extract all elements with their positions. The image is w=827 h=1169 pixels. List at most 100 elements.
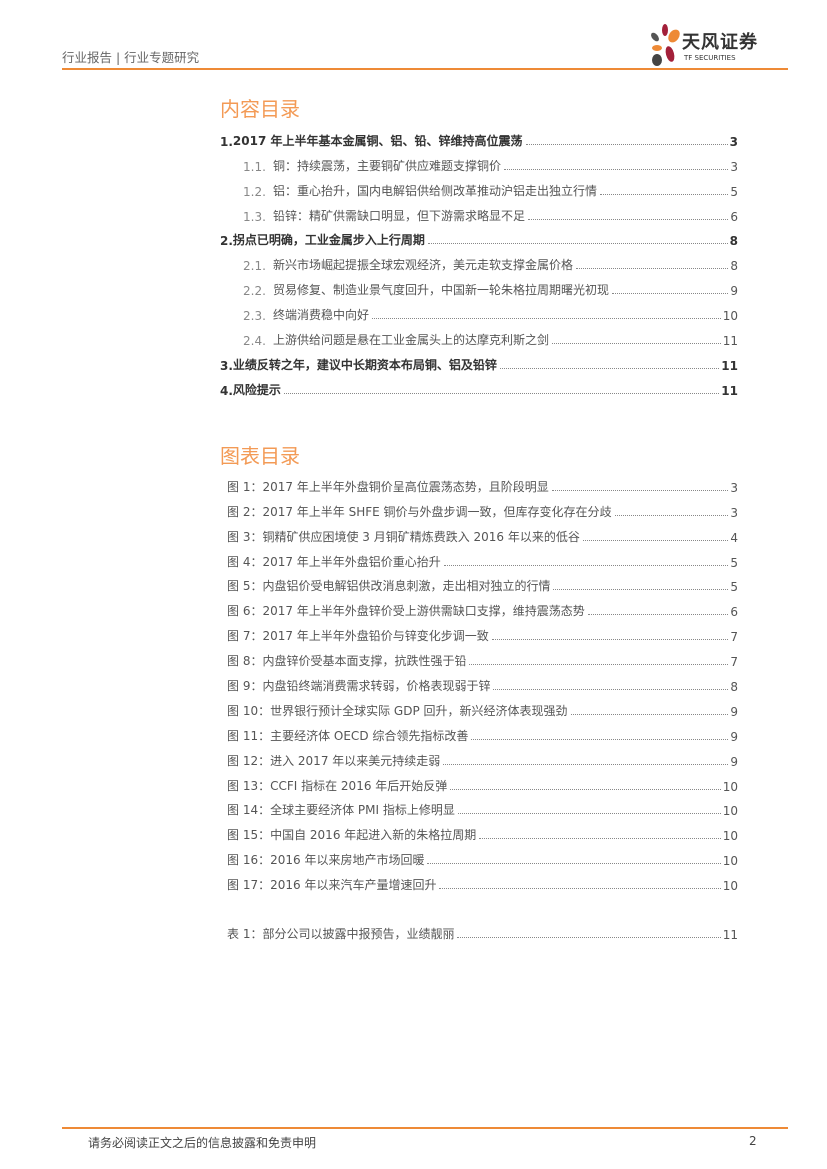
toc-page: 3 [730,159,738,174]
toc-text: 铜：持续震荡，主要铜矿供应难题支撑铜价 [273,158,502,173]
dot-leader [528,218,729,220]
figure-page: 3 [730,480,738,495]
figures-title: 图表目录 [220,444,300,468]
figure-entry[interactable]: 图 2： 2017 年上半年 SHFE 铜价与外盘步调一致，但库存变化存在分歧 3 [220,495,738,520]
toc-text: 新兴市场崛起提振全球宏观经济，美元走软支撑金属价格 [273,258,574,273]
dot-leader [553,589,729,591]
toc-number: 2. [220,234,233,249]
figure-label: 图 6： [227,604,263,619]
figure-entry[interactable]: 图 13： CCFI 指标在 2016 年后开始反弹 10 [220,769,738,794]
figure-entry[interactable]: 图 7： 2017 年上半年外盘铅价与锌变化步调一致 7 [220,619,738,644]
toc-entry[interactable]: 1.3. 铅锌：精矿供需缺口明显，但下游需求略显不足 6 [220,199,738,224]
figure-page: 10 [722,829,738,844]
figure-page: 7 [730,655,738,670]
figure-text: 2016 年以来汽车产量增速回升 [270,878,437,893]
toc-entry[interactable]: 2.3. 终端消费稳中向好 10 [220,298,738,323]
figure-entry[interactable]: 图 12： 进入 2017 年以来美元持续走弱 9 [220,744,738,769]
dot-leader [479,838,721,840]
contents-list: 1. 2017 年上半年基本金属铜、铝、铅、锌维持高位震荡 3 1.1. 铜：持续震荡… [220,124,738,398]
figure-entry[interactable]: 图 16： 2016 年以来房地产市场回暖 10 [220,843,738,868]
toc-page: 10 [722,309,738,324]
figure-entry[interactable]: 图 9： 内盘铅终端消费需求转弱，价格表现弱于锌 8 [220,669,738,694]
toc-entry[interactable]: 2.2. 贸易修复、制造业景气度回升，中国新一轮朱格拉周期曙光初现 9 [220,273,738,298]
figure-label: 图 12： [227,753,271,768]
figure-entry[interactable]: 表 1： 部分公司以披露中报预告，业绩靓丽 11 [220,917,738,942]
figure-entry[interactable]: 图 15： 中国自 2016 年起进入新的朱格拉周期 10 [220,818,738,843]
figure-page: 10 [722,879,738,894]
toc-text: 2017 年上半年基本金属铜、铝、铅、锌维持高位震荡 [232,133,523,148]
figure-entry[interactable]: 图 17： 2016 年以来汽车产量增速回升 10 [220,868,738,893]
figure-page: 8 [730,680,738,695]
toc-entry[interactable]: 1.1. 铜：持续震荡，主要铜矿供应难题支撑铜价 3 [220,149,738,174]
toc-page: 11 [722,334,738,349]
figure-page: 9 [730,729,738,744]
figure-label: 图 17： [227,878,271,893]
dot-leader [576,268,729,270]
toc-page: 5 [730,184,738,199]
figure-text: 内盘铝价受电解铝供改消息刺激，走出相对独立的行情 [262,579,551,594]
figure-entry[interactable]: 图 3： 铜精矿供应困境使 3 月铜矿精炼费跌入 2016 年以来的低谷 4 [220,520,738,545]
figure-page: 10 [722,854,738,869]
figure-text: 中国自 2016 年起进入新的朱格拉周期 [270,828,477,843]
toc-entry[interactable]: 2.1. 新兴市场崛起提振全球宏观经济，美元走软支撑金属价格 8 [220,248,738,273]
toc-page: 11 [721,383,738,398]
toc-entry[interactable]: 1.2. 铝：重心抬升，国内电解铝供给侧改革推动沪铝走出独立行情 5 [220,174,738,199]
dot-leader [587,614,729,616]
toc-entry[interactable]: 1. 2017 年上半年基本金属铜、铝、铅、锌维持高位震荡 3 [220,124,738,149]
figure-label: 图 11： [227,728,271,743]
dot-leader [552,343,721,345]
figure-label: 图 9： [227,679,263,694]
figure-text: 2017 年上半年 SHFE 铜价与外盘步调一致，但库存变化存在分歧 [262,504,612,519]
contents-title: 内容目录 [220,97,300,121]
figure-label: 图 4： [227,554,263,569]
figure-page: 6 [730,605,738,620]
figure-entry[interactable]: 图 4： 2017 年上半年外盘铝价重心抬升 5 [220,545,738,570]
dot-leader [612,293,729,295]
toc-entry[interactable]: 3. 业绩反转之年，建议中长期资本布局铜、铝及铅锌 11 [220,348,738,373]
figure-page: 3 [730,505,738,520]
figure-page: 5 [730,580,738,595]
dot-leader [551,489,729,491]
dot-leader [457,813,721,815]
dot-leader [582,539,729,541]
figure-page: 10 [722,779,738,794]
figure-label: 图 5： [227,579,263,594]
toc-text: 风险提示 [232,382,281,397]
footer-disclaimer: 请务必阅读正文之后的信息披露和免责申明 [88,1136,317,1150]
figure-entry[interactable]: 图 14： 全球主要经济体 PMI 指标上修明显 10 [220,794,738,818]
dot-leader [450,788,721,790]
toc-page: 3 [729,134,738,149]
toc-text: 上游供给问题是悬在工业金属头上的达摩克利斯之剑 [273,333,550,348]
figure-entry[interactable]: 图 6： 2017 年上半年外盘锌价受上游供需缺口支撑，维持震荡态势 6 [220,594,738,619]
toc-number: 2.4. [243,334,266,349]
toc-text: 终端消费稳中向好 [273,308,370,323]
figure-text: 2017 年上半年外盘铝价重心抬升 [262,554,441,569]
figure-label: 图 13： [227,778,271,793]
figure-page: 9 [730,704,738,719]
dot-leader [427,863,721,865]
figure-text: 2016 年以来房地产市场回暖 [270,853,425,868]
toc-page: 9 [730,284,738,299]
figure-text: 2017 年上半年外盘铜价呈高位震荡态势，且阶段明显 [262,479,549,494]
toc-page: 8 [730,259,738,274]
toc-entry[interactable]: 2.4. 上游供给问题是悬在工业金属头上的达摩克利斯之剑 11 [220,323,738,348]
toc-page: 6 [730,209,738,224]
toc-entry[interactable]: 4. 风险提示 11 [220,373,738,398]
toc-entry[interactable]: 2. 拐点已明确，工业金属步入上行周期 8 [220,224,738,249]
figure-entry[interactable]: 图 8： 内盘锌价受基本面支撑，抗跌性强于铅 7 [220,644,738,669]
logo-text-en: TF SECURITIES [684,54,736,62]
dot-leader [443,763,729,765]
figure-entry[interactable]: 图 1： 2017 年上半年外盘铜价呈高位震荡态势，且阶段明显 3 [220,470,738,495]
toc-text: 铝：重心抬升，国内电解铝供给侧改革推动沪铝走出独立行情 [273,183,598,198]
dot-leader [469,664,729,666]
figure-text: 部分公司以披露中报预告，业绩靓丽 [262,926,455,941]
dot-leader [525,143,728,145]
figure-page: 9 [730,754,738,769]
figure-entry[interactable]: 图 11： 主要经济体 OECD 综合领先指标改善 9 [220,719,738,744]
page-number: 2 [749,1134,757,1148]
figure-entry[interactable]: 图 5： 内盘铝价受电解铝供改消息刺激，走出相对独立的行情 5 [220,570,738,595]
figure-entry[interactable]: 图 10： 世界银行预计全球实际 GDP 回升，新兴经济体表现强劲 9 [220,694,738,719]
figure-label: 图 1： [227,479,263,494]
dot-leader [471,738,729,740]
